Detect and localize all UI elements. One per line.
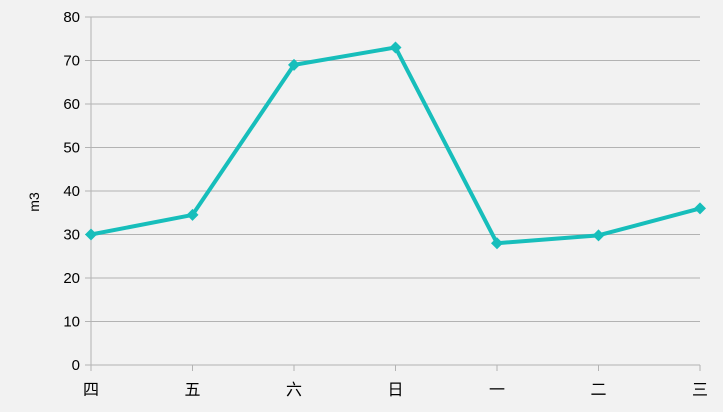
data-point	[389, 41, 402, 54]
x-tick-label: 三	[692, 382, 708, 399]
y-tick-label: 0	[72, 357, 80, 374]
y-tick-label: 20	[63, 270, 80, 287]
data-point	[592, 229, 605, 242]
data-point	[85, 228, 97, 241]
series	[85, 41, 706, 250]
y-tick-label: 60	[63, 96, 80, 113]
y-tick-label: 70	[63, 53, 80, 70]
x-tick-label: 一	[489, 382, 505, 399]
data-point	[491, 237, 503, 250]
axes	[90, 17, 701, 371]
x-tick-label: 六	[286, 381, 302, 399]
y-axis-ticks: 0 10 20 30 40 50 60 70 80	[63, 9, 80, 374]
data-point	[288, 58, 300, 71]
x-tick-label: 二	[590, 382, 606, 399]
y-tick-label: 30	[63, 227, 80, 244]
series-line	[90, 45, 701, 246]
y-tick-label: 10	[63, 314, 80, 331]
x-tick-label: 四	[83, 382, 99, 399]
x-axis-ticks: 四五六日一二三	[83, 381, 708, 399]
y-tick-label: 80	[63, 9, 80, 26]
x-tick-label: 五	[184, 382, 200, 399]
gridlines	[85, 16, 700, 366]
data-point	[186, 208, 199, 221]
y-axis-label: m3	[26, 192, 42, 212]
y-tick-label: 40	[63, 183, 80, 200]
x-tick-label: 日	[387, 382, 403, 399]
y-tick-label: 50	[63, 140, 80, 157]
data-point	[694, 202, 706, 215]
